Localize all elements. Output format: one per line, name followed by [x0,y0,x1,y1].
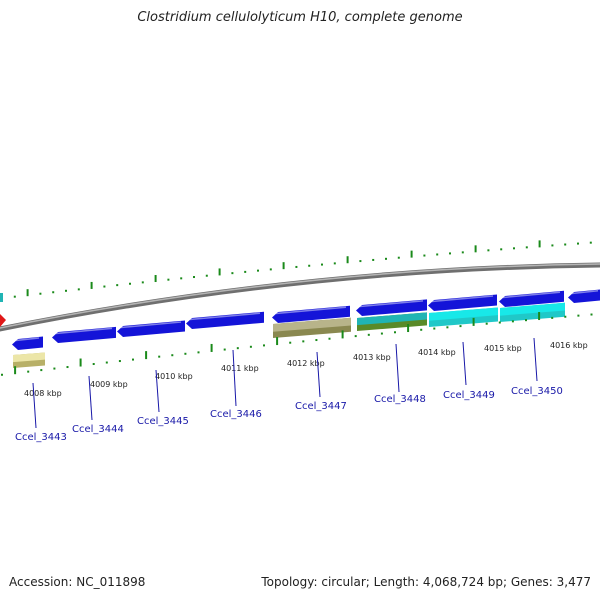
genome-backbone-highlight [0,263,600,329]
gene-label[interactable]: Ccel_3444 [72,424,124,435]
ruler-label: 4012 kbp [287,359,325,368]
ruler-label: 4009 kbp [90,380,128,389]
accession-text: Accession: NC_011898 [9,575,146,589]
gene-label[interactable]: Ccel_3449 [443,390,495,401]
ruler-label: 4016 kbp [550,341,588,350]
cds-ccel-3443 [12,336,43,350]
genome-backbone [0,262,600,332]
gene-label[interactable]: Ccel_3443 [15,432,67,443]
cds-next [568,289,600,303]
cds-ccel-3447 [272,305,350,323]
cds-ccel-3450 [499,290,564,307]
gene-leader-line [155,369,160,413]
cds-ccel-3448 [356,299,427,316]
outer-tick-ring [1,240,592,300]
ruler-label: 4013 kbp [353,353,391,362]
gene-label[interactable]: Ccel_3446 [210,409,262,420]
ruler-label: 4015 kbp [484,344,522,353]
genome-summary: Topology: circular; Length: 4,068,724 bp… [261,575,591,589]
cds-ccel-3444 [52,326,116,343]
gene-leader-line [232,349,237,407]
gene-label[interactable]: Ccel_3447 [295,401,347,412]
cds-ccel-3446 [186,311,264,329]
gene-leader-line [533,337,538,382]
map-title: Clostridium cellulolyticum H10, complete… [137,10,463,25]
gene-leader-line [395,343,400,393]
ruler-label: 4010 kbp [155,372,193,381]
gene-label[interactable]: Ccel_3448 [374,394,426,405]
gene-leader-line [316,351,321,398]
ruler-label: 4008 kbp [24,389,62,398]
gene-label[interactable]: Ccel_3445 [137,416,189,427]
ruler-label: 4014 kbp [418,348,456,357]
inner-tick-ring [1,312,593,376]
cds-ccel-3445 [117,320,185,337]
gene-leader-line [462,341,467,386]
gene-label[interactable]: Ccel_3450 [511,386,563,397]
cds-ccel-3449 [428,294,497,311]
teal-feature-stub [0,293,3,302]
gene-leader-line [88,375,93,421]
gene-leader-line [32,382,37,429]
ruler-label: 4011 kbp [221,364,259,373]
red-feature-marker [0,314,6,327]
